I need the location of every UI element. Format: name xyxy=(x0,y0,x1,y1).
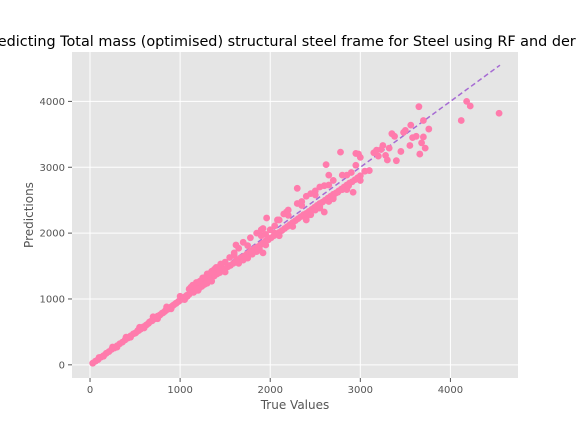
data-point xyxy=(345,182,353,190)
data-point xyxy=(415,103,423,111)
data-point xyxy=(356,177,364,184)
data-point xyxy=(425,125,433,133)
data-point xyxy=(391,132,398,140)
data-point xyxy=(392,157,400,165)
y-tick-label: 4000 xyxy=(40,97,65,108)
data-point xyxy=(298,198,306,205)
data-point xyxy=(239,238,247,246)
data-point xyxy=(257,226,265,234)
data-point xyxy=(397,148,405,155)
data-point xyxy=(100,352,107,360)
data-point xyxy=(416,150,424,158)
data-point xyxy=(457,117,465,124)
data-point xyxy=(248,249,256,257)
data-point xyxy=(232,241,240,249)
data-point xyxy=(283,208,290,216)
x-tick-label: 1000 xyxy=(167,385,192,396)
y-axis-label: Predictions xyxy=(22,182,36,248)
data-point xyxy=(226,254,234,261)
data-point xyxy=(325,198,333,205)
data-point xyxy=(325,171,333,179)
x-axis-ticks: 0 1000 2000 3000 4000 xyxy=(87,378,463,396)
data-point xyxy=(230,249,238,257)
data-points xyxy=(89,97,503,367)
data-point xyxy=(293,184,301,192)
data-point xyxy=(311,187,319,195)
data-point xyxy=(419,117,427,124)
data-point xyxy=(183,292,190,300)
data-point xyxy=(262,241,270,249)
data-point xyxy=(316,203,324,211)
data-point xyxy=(322,161,330,169)
x-tick-label: 3000 xyxy=(348,385,373,396)
chart-title: Predicting Total mass (optimised) struct… xyxy=(0,34,576,50)
data-point xyxy=(495,109,503,117)
data-point xyxy=(275,216,283,224)
data-point xyxy=(379,142,387,149)
grid-lines xyxy=(72,52,518,378)
data-point xyxy=(320,208,328,216)
data-point xyxy=(463,97,471,105)
data-point xyxy=(385,144,393,152)
data-point xyxy=(239,256,247,264)
y-tick-label: 1000 xyxy=(40,294,65,305)
data-point xyxy=(406,142,414,149)
data-point xyxy=(374,152,382,160)
x-tick-label: 4000 xyxy=(438,385,463,396)
data-point xyxy=(418,139,425,147)
data-point xyxy=(466,102,474,110)
data-point xyxy=(320,182,328,190)
data-point xyxy=(349,188,357,196)
y-tick-label: 0 xyxy=(59,360,65,371)
x-tick-label: 2000 xyxy=(257,385,282,396)
data-point xyxy=(289,223,297,230)
data-point xyxy=(221,268,229,276)
data-point xyxy=(271,222,279,230)
data-point xyxy=(247,234,254,242)
data-point xyxy=(307,211,315,219)
data-point xyxy=(347,169,355,176)
data-point xyxy=(421,144,429,152)
data-point xyxy=(337,148,344,156)
data-point xyxy=(401,126,409,134)
data-point xyxy=(356,153,364,161)
y-tick-label: 2000 xyxy=(40,229,65,240)
y-tick-label: 3000 xyxy=(40,163,65,174)
data-point xyxy=(407,121,415,129)
data-point xyxy=(412,132,420,140)
data-point xyxy=(221,258,229,266)
data-point xyxy=(271,229,279,237)
data-point xyxy=(262,231,270,238)
data-point xyxy=(214,264,222,272)
x-tick-label: 0 xyxy=(87,385,93,396)
data-point xyxy=(329,193,337,201)
data-point xyxy=(338,186,346,194)
data-point xyxy=(127,333,134,341)
data-point xyxy=(383,156,391,164)
data-point xyxy=(302,216,310,224)
data-point xyxy=(206,277,214,284)
y-axis-ticks: 0 1000 2000 3000 4000 xyxy=(40,97,72,371)
data-point xyxy=(419,133,427,141)
data-point xyxy=(352,161,360,169)
data-point xyxy=(263,214,271,222)
x-axis-label: True Values xyxy=(260,398,330,412)
data-point xyxy=(113,343,121,351)
data-point xyxy=(329,177,337,184)
data-point xyxy=(259,249,267,257)
data-point xyxy=(365,167,373,174)
